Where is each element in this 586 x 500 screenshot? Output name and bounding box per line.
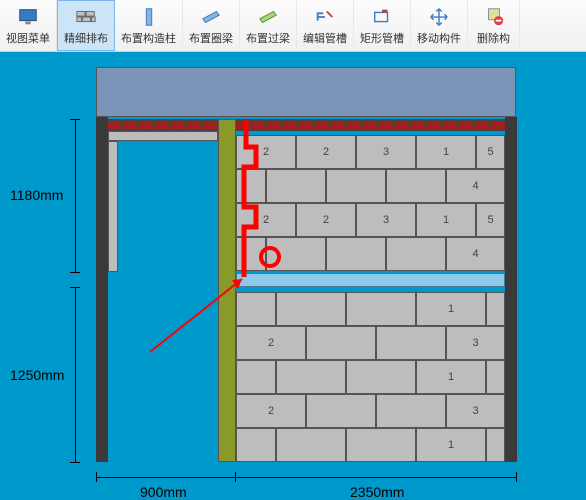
tool-label: 布置圈梁	[189, 30, 233, 46]
wall-block	[236, 169, 266, 203]
wall-block	[266, 169, 326, 203]
toolbar: 视图菜单 精细排布 布置构造柱 布置圈梁 布置过梁 编辑管槽 矩形管槽 移动构件…	[0, 0, 586, 52]
wall-block	[346, 428, 416, 462]
dim-tick	[70, 272, 80, 273]
tool-label: 布置过梁	[246, 30, 290, 46]
wall-block	[236, 428, 276, 462]
blue-horizontal-band	[236, 273, 505, 287]
tool-label: 移动构件	[417, 30, 461, 46]
tool-move[interactable]: 移动构件	[411, 0, 468, 51]
beam1-icon	[200, 6, 222, 28]
top-brick-course-right	[236, 119, 505, 131]
wall-block: 3	[446, 394, 505, 428]
wall-block: 1	[416, 203, 476, 237]
wall-block	[486, 428, 505, 462]
dim-w1-line	[96, 477, 235, 478]
wall-block	[276, 360, 346, 394]
dim-tick	[70, 119, 80, 120]
right-dark-column	[505, 117, 517, 462]
tool-label: 视图菜单	[6, 30, 50, 46]
tool-place-column[interactable]: 布置构造柱	[115, 0, 183, 51]
wall-block: 1	[416, 428, 486, 462]
beam2-icon	[257, 6, 279, 28]
dim-h2-label: 1250mm	[10, 367, 64, 383]
move-icon	[428, 6, 450, 28]
header-band	[96, 67, 516, 117]
wall-block	[236, 360, 276, 394]
left-jamb	[108, 141, 118, 272]
olive-column	[218, 119, 236, 462]
edit-icon	[314, 6, 336, 28]
dim-tick	[70, 462, 80, 463]
wall-block: 1	[416, 292, 486, 326]
tool-fine-layout[interactable]: 精细排布	[57, 0, 115, 51]
wall-block	[486, 360, 505, 394]
dim-w2-line	[236, 477, 516, 478]
tool-edit-channel[interactable]: 编辑管槽	[297, 0, 354, 51]
dim-tick	[516, 472, 517, 482]
dim-v1-line	[75, 119, 76, 272]
wall-block	[486, 292, 505, 326]
dim-h1-label: 1180mm	[10, 187, 63, 203]
tool-view-menu[interactable]: 视图菜单	[0, 0, 57, 51]
wall-block: 1	[416, 360, 486, 394]
wall-block: 2	[236, 326, 306, 360]
wall-block: 4	[446, 169, 505, 203]
tool-rect-channel[interactable]: 矩形管槽	[354, 0, 411, 51]
wall-block: 5	[476, 135, 505, 169]
wall-block: 5	[476, 203, 505, 237]
wall-block: 2	[236, 203, 296, 237]
wall-block	[346, 292, 416, 326]
wall-block: 3	[356, 203, 416, 237]
tool-label: 矩形管槽	[360, 30, 404, 46]
dim-tick	[70, 287, 80, 288]
wall-block: 3	[446, 326, 505, 360]
wall-block: 2	[296, 135, 356, 169]
monitor-icon	[17, 6, 39, 28]
top-brick-course-left	[108, 119, 218, 131]
tool-place-lintel[interactable]: 布置过梁	[240, 0, 297, 51]
left-lintel	[108, 131, 218, 141]
drawing-canvas[interactable]: 223154223154 1231231 1180mm 1250mm 900mm…	[0, 52, 586, 500]
wall-block	[386, 237, 446, 271]
wall-block: 4	[446, 237, 505, 271]
wall-block	[376, 326, 446, 360]
wall-block	[276, 428, 346, 462]
delete-icon	[483, 6, 505, 28]
dim-v2-line	[75, 287, 76, 462]
dim-tick	[96, 472, 97, 482]
tool-label: 精细排布	[64, 30, 108, 46]
wall-block	[326, 237, 386, 271]
wall-block	[306, 326, 376, 360]
dim-w1-label: 900mm	[140, 484, 187, 500]
wall-block	[236, 292, 276, 326]
wall-block	[326, 169, 386, 203]
rect-icon	[371, 6, 393, 28]
wall-block	[236, 237, 266, 271]
tool-place-ring-beam[interactable]: 布置圈梁	[183, 0, 240, 51]
wall-block: 1	[416, 135, 476, 169]
wall-block	[266, 237, 326, 271]
wall-block: 2	[236, 135, 296, 169]
tool-label: 布置构造柱	[121, 30, 176, 46]
wall-block: 3	[356, 135, 416, 169]
tool-label: 删除构	[477, 30, 510, 46]
tool-label: 编辑管槽	[303, 30, 347, 46]
brick-icon	[75, 6, 97, 28]
wall-block	[276, 292, 346, 326]
wall-block	[376, 394, 446, 428]
wall-block	[346, 360, 416, 394]
wall-block	[306, 394, 376, 428]
column-icon	[138, 6, 160, 28]
left-dark-column	[96, 117, 108, 462]
wall-block	[386, 169, 446, 203]
wall-block: 2	[296, 203, 356, 237]
dim-w2-label: 2350mm	[350, 484, 404, 500]
tool-delete[interactable]: 删除构	[468, 0, 520, 51]
wall-block: 2	[236, 394, 306, 428]
